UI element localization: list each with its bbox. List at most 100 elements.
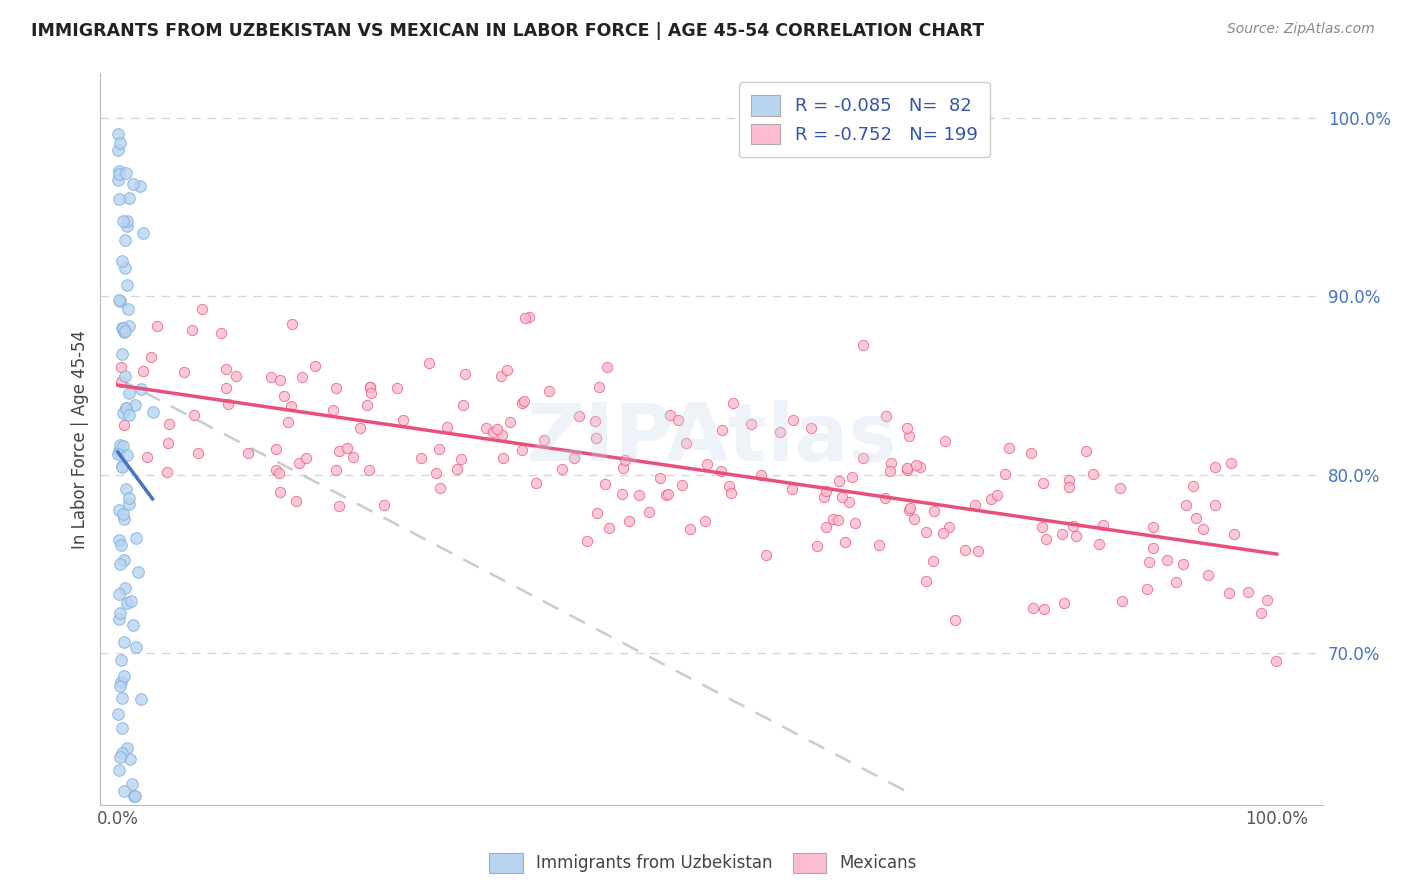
- Legend: R = -0.085   N=  82, R = -0.752   N= 199: R = -0.085 N= 82, R = -0.752 N= 199: [738, 82, 990, 157]
- Point: [489, 369, 512, 384]
- Point: [612, 487, 634, 501]
- Point: [720, 486, 742, 500]
- Point: [295, 451, 318, 466]
- Point: [112, 507, 135, 521]
- Point: [108, 167, 131, 181]
- Point: [111, 690, 134, 705]
- Point: [980, 491, 1002, 506]
- Point: [114, 324, 136, 338]
- Point: [486, 422, 509, 436]
- Point: [108, 193, 131, 207]
- Point: [129, 382, 152, 396]
- Point: [1182, 479, 1205, 493]
- Point: [427, 442, 450, 457]
- Point: [115, 482, 138, 496]
- Point: [831, 490, 853, 504]
- Point: [1204, 498, 1226, 512]
- Point: [115, 596, 138, 610]
- Point: [112, 326, 135, 340]
- Point: [136, 450, 159, 465]
- Point: [1109, 481, 1132, 495]
- Point: [114, 368, 136, 383]
- Point: [780, 482, 803, 496]
- Point: [118, 491, 141, 505]
- Point: [1171, 557, 1194, 571]
- Point: [903, 511, 925, 525]
- Point: [115, 448, 138, 462]
- Point: [124, 789, 146, 804]
- Point: [273, 389, 295, 403]
- Point: [110, 653, 132, 667]
- Point: [411, 451, 433, 466]
- Point: [583, 414, 606, 428]
- Point: [1136, 582, 1159, 597]
- Point: [114, 233, 136, 247]
- Point: [238, 446, 260, 460]
- Point: [915, 524, 938, 539]
- Point: [373, 498, 395, 512]
- Point: [157, 417, 180, 431]
- Point: [359, 463, 381, 477]
- Point: [114, 260, 136, 275]
- Point: [986, 488, 1008, 502]
- Point: [614, 453, 637, 467]
- Point: [617, 514, 640, 528]
- Point: [115, 166, 138, 180]
- Point: [114, 418, 136, 433]
- Point: [1092, 518, 1115, 533]
- Point: [675, 436, 697, 450]
- Point: [598, 521, 620, 535]
- Point: [1197, 568, 1219, 582]
- Point: [127, 565, 149, 579]
- Point: [806, 539, 828, 553]
- Point: [963, 498, 986, 512]
- Point: [328, 444, 350, 458]
- Point: [269, 484, 291, 499]
- Point: [111, 320, 134, 334]
- Point: [425, 467, 447, 481]
- Point: [1032, 602, 1054, 616]
- Point: [356, 398, 378, 412]
- Point: [491, 450, 513, 465]
- Point: [595, 476, 617, 491]
- Point: [898, 503, 921, 517]
- Point: [1237, 584, 1260, 599]
- Point: [1088, 537, 1111, 551]
- Point: [141, 350, 163, 364]
- Point: [782, 413, 804, 427]
- Point: [879, 456, 901, 470]
- Point: [110, 294, 132, 309]
- Point: [142, 404, 165, 418]
- Point: [710, 423, 733, 437]
- Point: [1064, 529, 1087, 543]
- Point: [875, 409, 897, 423]
- Point: [1137, 556, 1160, 570]
- Point: [108, 293, 131, 307]
- Point: [217, 397, 239, 411]
- Point: [562, 450, 585, 465]
- Point: [1035, 532, 1057, 546]
- Point: [915, 574, 938, 588]
- Point: [953, 542, 976, 557]
- Point: [281, 318, 304, 332]
- Point: [129, 178, 152, 193]
- Point: [898, 501, 921, 516]
- Point: [932, 525, 955, 540]
- Point: [285, 494, 308, 508]
- Point: [117, 301, 139, 316]
- Point: [821, 512, 844, 526]
- Point: [454, 367, 477, 381]
- Text: ZIPAtlas: ZIPAtlas: [526, 400, 897, 478]
- Point: [124, 398, 146, 412]
- Point: [325, 381, 347, 395]
- Point: [648, 471, 671, 485]
- Point: [844, 516, 866, 531]
- Point: [117, 277, 139, 292]
- Point: [111, 747, 134, 761]
- Point: [267, 467, 290, 481]
- Point: [418, 356, 440, 370]
- Point: [537, 384, 560, 398]
- Point: [994, 467, 1017, 482]
- Point: [108, 533, 131, 547]
- Point: [118, 386, 141, 401]
